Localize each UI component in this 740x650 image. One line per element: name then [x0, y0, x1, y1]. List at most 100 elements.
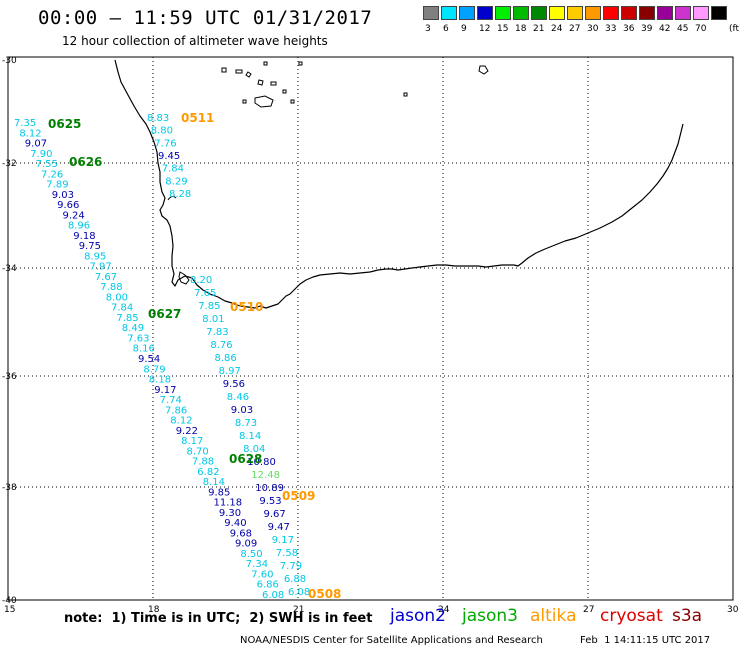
wave-height-value: 8.70	[187, 446, 209, 457]
wave-height-value: 10.89	[255, 483, 284, 494]
wave-height-value: 9.30	[219, 508, 241, 519]
track-time-label: 0508	[308, 587, 341, 601]
wave-height-value: 7.60	[251, 570, 273, 581]
map-subtitle: 12 hour collection of altimeter wave hei…	[62, 34, 328, 48]
inland-lake	[257, 79, 264, 86]
wave-height-value: 9.17	[154, 385, 176, 396]
inland-lake	[478, 65, 489, 75]
inland-lake	[245, 71, 252, 78]
legend-label: 33	[605, 24, 617, 34]
coastline	[114, 59, 684, 309]
inland-lake	[221, 67, 227, 73]
legend-swatch	[693, 6, 709, 20]
track-time-label: 0509	[282, 489, 315, 503]
wave-height-value: 9.09	[235, 539, 257, 550]
legend-label: 12	[479, 24, 491, 34]
inland-lake	[242, 99, 247, 104]
cape-peninsula	[178, 271, 190, 285]
wave-height-value: 7.34	[246, 559, 268, 570]
wave-height-value: 8.20	[190, 275, 212, 286]
wave-height-value: 8.12	[19, 128, 41, 139]
latitude-label: -34	[2, 264, 17, 274]
wave-height-value: 12.48	[251, 470, 280, 481]
longitude-label: 18	[148, 605, 160, 615]
wave-height-value: 7.55	[36, 159, 58, 170]
inland-lake	[290, 99, 295, 104]
inland-lake	[270, 81, 277, 86]
satellite-jason2: jason2	[390, 606, 446, 626]
inland-lake	[282, 89, 287, 94]
latitude-label: -38	[2, 483, 17, 493]
legend-unit: (ft)	[729, 24, 740, 34]
legend-label: 18	[515, 24, 527, 34]
legend-label: 42	[659, 24, 671, 34]
wave-height-value: 8.76	[210, 340, 232, 351]
wave-height-value: 7.65	[194, 288, 216, 299]
satellite-altika: altika	[530, 606, 577, 626]
wave-height-value: 9.56	[223, 379, 245, 390]
wave-height-value: 8.83	[147, 113, 169, 124]
inland-lake	[254, 95, 274, 108]
legend-label: 6	[443, 24, 449, 34]
wave-height-value: 8.49	[122, 323, 144, 334]
legend-swatch	[423, 6, 439, 20]
wave-height-value: 7.79	[280, 561, 302, 572]
track-time-label: 0625	[48, 117, 81, 131]
track-time-label: 0627	[148, 307, 181, 321]
wave-height-value: 9.45	[158, 151, 180, 162]
south-africa-coast	[114, 59, 684, 309]
wave-height-value: 9.67	[264, 509, 286, 520]
longitude-label: 30	[727, 605, 739, 615]
legend-swatch	[531, 6, 547, 20]
wave-height-value: 8.97	[219, 366, 241, 377]
legend-label: 9	[461, 24, 467, 34]
map-title: 00:00 – 11:59 UTC 01/31/2017	[38, 7, 373, 29]
wave-height-value: 7.89	[46, 180, 68, 191]
wave-height-value: 7.90	[30, 149, 52, 160]
wave-height-value: 9.85	[208, 487, 230, 498]
satellite-s3a: s3a	[672, 606, 703, 626]
wave-height-value: 8.04	[243, 444, 265, 455]
inland-lake	[403, 92, 408, 97]
wave-height-value: 9.66	[57, 200, 79, 211]
wave-height-value: 7.63	[127, 334, 149, 345]
wave-height-value: 9.18	[73, 231, 95, 242]
track-time-label: 0510	[230, 300, 263, 314]
wave-height-value: 8.28	[169, 189, 191, 200]
latitude-label: -32	[2, 159, 17, 169]
saldanha-bay	[167, 195, 177, 201]
wave-height-value: 6.08	[288, 587, 310, 598]
legend-swatch	[603, 6, 619, 20]
legend-swatch	[495, 6, 511, 20]
legend-swatch	[675, 6, 691, 20]
wave-height-value: 9.03	[52, 190, 74, 201]
wave-height-value: 9.54	[138, 354, 160, 365]
legend-swatch	[621, 6, 637, 20]
wave-height-value: 8.17	[181, 436, 203, 447]
wave-height-value: 8.80	[151, 126, 173, 137]
longitude-label: 24	[438, 605, 450, 615]
wave-height-value: 8.12	[170, 416, 192, 427]
wave-height-value: 7.84	[162, 164, 184, 175]
inland-lake	[298, 61, 303, 66]
wave-height-value: 9.47	[268, 522, 290, 533]
legend-label: 36	[623, 24, 635, 34]
legend-swatch	[567, 6, 583, 20]
track-time-label: 0626	[69, 155, 102, 169]
legend-label: 30	[587, 24, 599, 34]
legend-label: 21	[533, 24, 545, 34]
wave-height-value: 7.84	[111, 303, 133, 314]
wave-height-value: 9.68	[230, 528, 252, 539]
legend-swatch	[639, 6, 655, 20]
wave-height-value: 9.24	[63, 210, 85, 221]
wave-height-value: 7.58	[276, 548, 298, 559]
wave-height-value: 7.76	[154, 138, 176, 149]
wave-height-value: 7.86	[165, 405, 187, 416]
wave-height-value: 9.07	[25, 139, 47, 150]
wave-height-value: 8.16	[133, 344, 155, 355]
wave-height-value: 7.88	[100, 282, 122, 293]
inland-lake	[263, 61, 268, 66]
wave-height-value: 9.22	[176, 426, 198, 437]
longitude-label: 27	[583, 605, 594, 615]
